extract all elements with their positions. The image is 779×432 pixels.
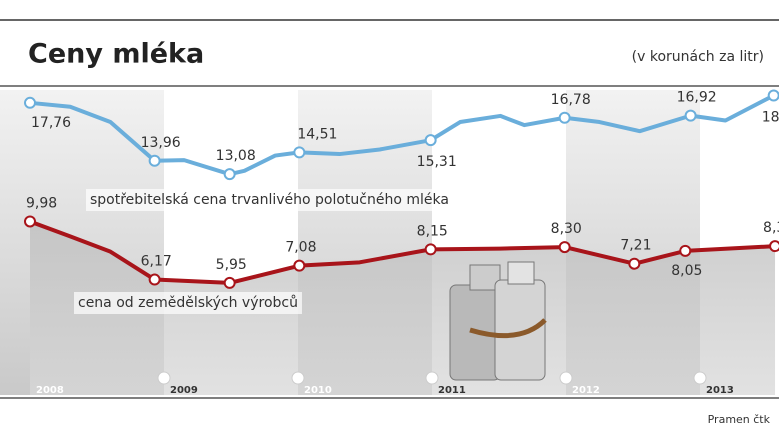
year-tick-dot — [291, 371, 305, 385]
value-label: 16,92 — [677, 90, 717, 106]
value-label: 8,05 — [671, 263, 702, 279]
area-shade — [30, 221, 776, 395]
series-name: spotřebitelská cena trvanlivého polotučn… — [90, 192, 449, 208]
year-tick-dot — [693, 371, 707, 385]
x-tick-label: 2012 — [572, 385, 600, 396]
value-label: 7,08 — [285, 240, 316, 256]
value-label: 9,98 — [26, 195, 57, 211]
year-tick-dot — [157, 371, 171, 385]
data-point — [293, 146, 306, 159]
data-point — [424, 243, 437, 256]
value-label: 8,30 — [551, 221, 582, 237]
data-point — [223, 168, 236, 181]
data-point — [148, 154, 161, 167]
data-point — [679, 244, 692, 257]
value-label: 14,51 — [297, 126, 337, 142]
x-tick-label: 2008 — [36, 385, 64, 396]
data-point — [24, 96, 36, 109]
x-tick-label: 2009 — [170, 385, 198, 396]
milk-can-illustration — [449, 261, 547, 381]
value-label: 8,15 — [417, 223, 448, 239]
x-tick-label: 2011 — [438, 385, 466, 396]
data-point — [223, 276, 236, 289]
value-label: 5,95 — [216, 257, 247, 273]
data-point — [767, 89, 779, 102]
data-point — [769, 240, 779, 253]
data-point — [424, 134, 437, 147]
chart-subtitle: (v korunách za litr) — [632, 49, 764, 65]
series-line — [29, 93, 775, 177]
series-name: cena od zemědělských výrobců — [78, 295, 298, 311]
value-label: 13,96 — [141, 135, 181, 151]
data-point — [558, 241, 571, 254]
year-tick-dot — [425, 371, 439, 385]
value-label: 13,08 — [216, 148, 256, 164]
chart-title: Ceny mléka — [28, 39, 204, 70]
x-tick-label: 2010 — [304, 385, 332, 396]
data-point — [558, 111, 571, 124]
series-name-bg — [86, 189, 453, 211]
data-point — [628, 257, 641, 270]
data-point — [684, 109, 697, 122]
series-name-bg — [74, 292, 302, 314]
data-point — [24, 215, 36, 228]
value-label: 8,36 — [763, 220, 779, 236]
value-label: 16,78 — [551, 92, 591, 108]
data-point — [148, 273, 161, 286]
x-tick-label: 2013 — [706, 385, 734, 396]
data-point — [293, 259, 306, 272]
value-label: 15,31 — [417, 154, 457, 170]
value-label: 7,21 — [620, 238, 651, 254]
value-label: 17,76 — [31, 115, 71, 131]
year-tick-dot — [559, 371, 573, 385]
value-label: 18,24 — [762, 109, 779, 125]
source: Pramen čtk — [708, 413, 771, 426]
value-label: 6,17 — [141, 254, 172, 270]
